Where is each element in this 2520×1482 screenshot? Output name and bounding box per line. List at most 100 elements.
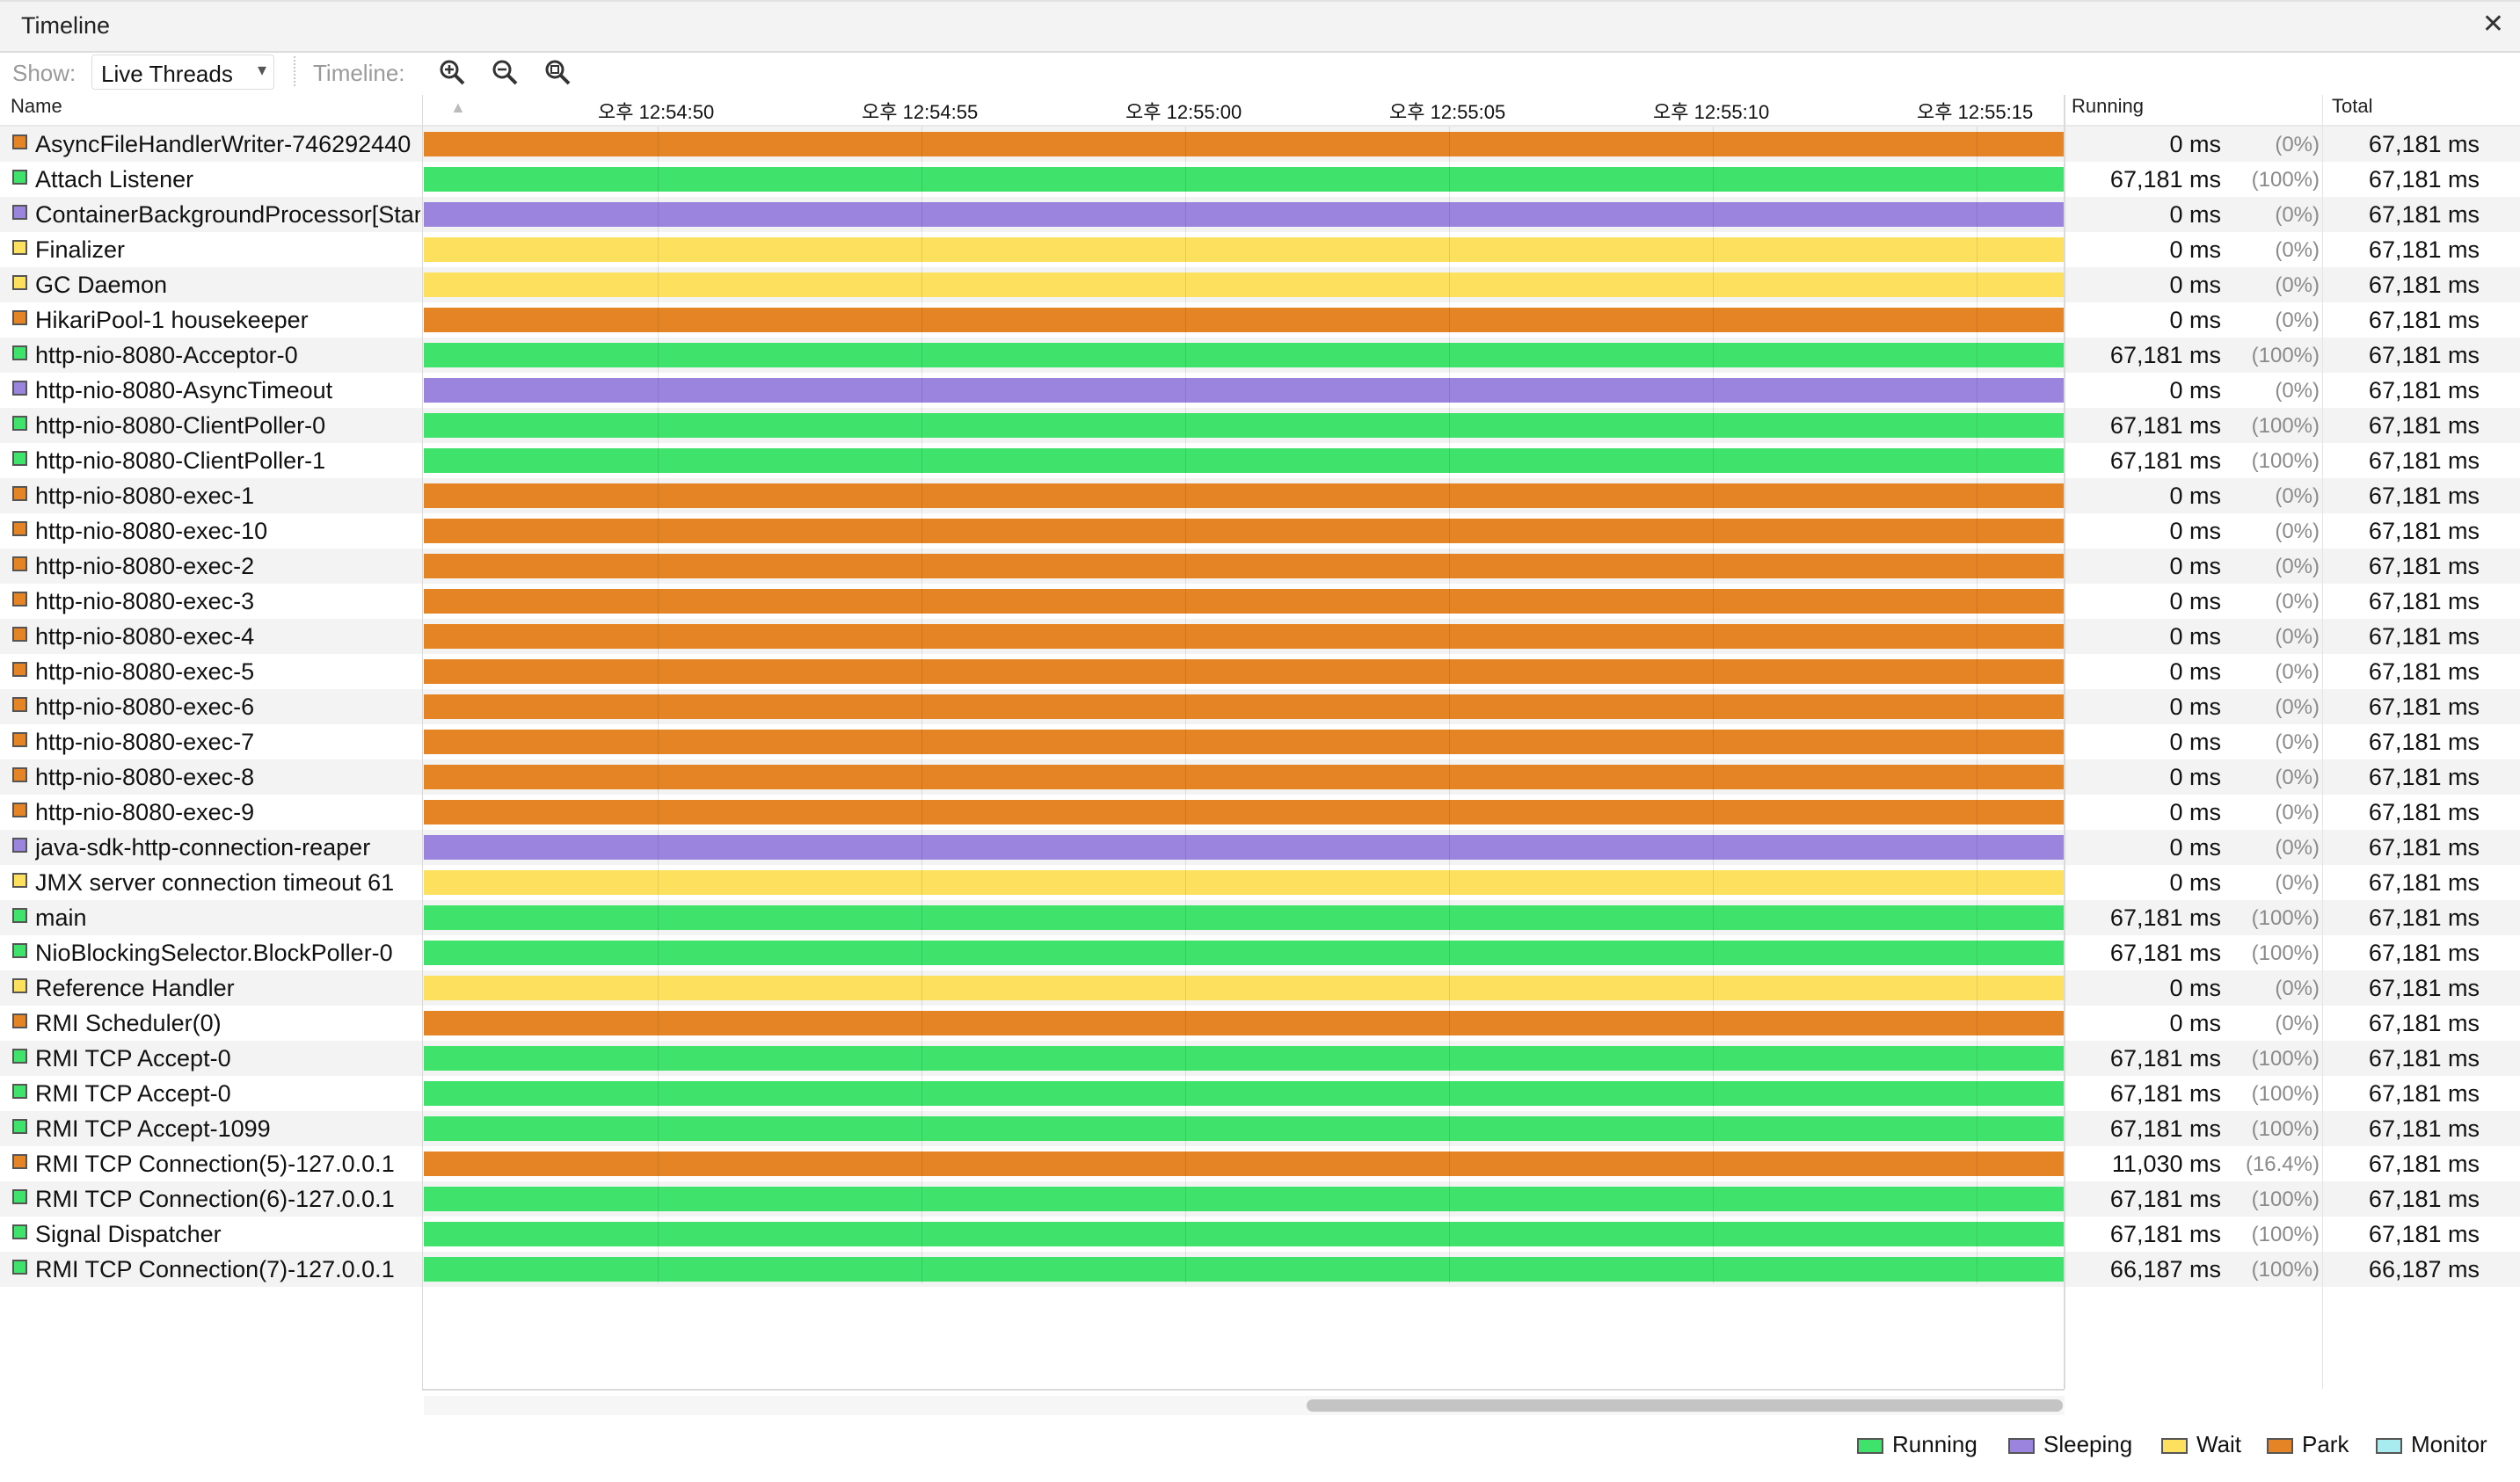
thread-state-swatch: [12, 627, 27, 642]
thread-total-time: 67,181 ms: [2368, 236, 2480, 263]
thread-running-percent: (0%): [2275, 660, 2320, 684]
column-header-total[interactable]: Total: [2332, 95, 2373, 117]
thread-running-percent: (100%): [2251, 1047, 2320, 1071]
thread-total-time: 67,181 ms: [2368, 834, 2480, 861]
thread-running-time: 0 ms: [2169, 236, 2221, 263]
thread-running-time: 66,187 ms: [2109, 1256, 2221, 1282]
thread-row[interactable]: http-nio-8080-exec-3 0 ms (0%) 67,181 ms: [0, 584, 2520, 619]
zoom-out-button[interactable]: [485, 54, 524, 90]
thread-row[interactable]: RMI TCP Accept-0 67,181 ms (100%) 67,181 ms: [0, 1076, 2520, 1111]
legend-swatch: [2161, 1438, 2188, 1454]
column-header-running[interactable]: Running: [2072, 95, 2144, 117]
thread-row[interactable]: http-nio-8080-AsyncTimeout 0 ms (0%) 67,181…: [0, 373, 2520, 408]
column-header-name[interactable]: Name: [11, 95, 62, 117]
timeline-scrollbar-thumb[interactable]: [1307, 1399, 2063, 1412]
thread-row[interactable]: http-nio-8080-ClientPoller-0 67,181 ms (10…: [0, 408, 2520, 443]
timeline-tick-label: 오후 12:54:50: [598, 101, 715, 123]
thread-name: http-nio-8080-Acceptor-0: [35, 342, 298, 368]
thread-row[interactable]: HikariPool-1 housekeeper 0 ms (0%) 67,181 m…: [0, 302, 2520, 338]
thread-name: RMI Scheduler(0): [35, 1010, 222, 1036]
thread-row[interactable]: RMI TCP Accept-1099 67,181 ms (100%) 67,181…: [0, 1111, 2520, 1146]
thread-name: http-nio-8080-exec-4: [35, 623, 255, 650]
thread-row[interactable]: RMI Scheduler(0) 0 ms (0%) 67,181 ms: [0, 1006, 2520, 1041]
thread-row[interactable]: http-nio-8080-exec-6 0 ms (0%) 67,181 ms: [0, 689, 2520, 724]
thread-name: RMI TCP Accept-0: [35, 1080, 231, 1107]
thread-state-swatch: [12, 345, 27, 360]
thread-running-time: 67,181 ms: [2109, 940, 2221, 966]
thread-running-time: 0 ms: [2169, 834, 2221, 861]
thread-running-percent: (0%): [2275, 203, 2320, 227]
thread-total-time: 67,181 ms: [2368, 1221, 2480, 1247]
thread-running-time: 67,181 ms: [2109, 342, 2221, 368]
thread-running-time: 0 ms: [2169, 729, 2221, 755]
thread-running-time: 0 ms: [2169, 1010, 2221, 1036]
thread-row[interactable]: Attach Listener 67,181 ms (100%) 67,181 ms: [0, 162, 2520, 197]
thread-row[interactable]: RMI TCP Connection(6)-127.0.0.1 67,181 ms…: [0, 1181, 2520, 1217]
thread-row[interactable]: Reference Handler 0 ms (0%) 67,181 ms: [0, 970, 2520, 1006]
thread-total-time: 67,181 ms: [2368, 764, 2480, 790]
thread-timeline-bar: [424, 730, 2065, 754]
thread-row[interactable]: http-nio-8080-Acceptor-0 67,181 ms (100%) 6…: [0, 338, 2520, 373]
thread-state-swatch: [12, 1013, 27, 1028]
thread-state-swatch: [12, 240, 27, 255]
thread-row[interactable]: ContainerBackgroundProcessor[StandardEng…: [0, 197, 2520, 232]
thread-state-swatch: [12, 521, 27, 536]
thread-table: AsyncFileHandlerWriter-746292440 0 ms (0%)…: [0, 127, 2520, 1287]
thread-row[interactable]: java-sdk-http-connection-reaper 0 ms (0%) 6…: [0, 830, 2520, 865]
thread-state-swatch: [12, 697, 27, 712]
thread-state-swatch: [12, 310, 27, 325]
timeline-tick-label: 오후 12:55:15: [1917, 101, 2034, 123]
zoom-in-button[interactable]: [433, 54, 471, 90]
thread-running-percent: (100%): [2251, 344, 2320, 367]
thread-row[interactable]: http-nio-8080-exec-1 0 ms (0%) 67,181 ms: [0, 478, 2520, 513]
thread-total-time: 66,187 ms: [2368, 1256, 2480, 1282]
thread-row[interactable]: RMI TCP Accept-0 67,181 ms (100%) 67,181 ms: [0, 1041, 2520, 1076]
thread-running-percent: (0%): [2275, 1012, 2320, 1035]
thread-timeline-bar: [424, 413, 2065, 438]
timeline-tick-label: 오후 12:55:10: [1653, 101, 1770, 123]
thread-timeline-bar: [424, 1116, 2065, 1141]
thread-name: http-nio-8080-ClientPoller-0: [35, 412, 326, 439]
thread-row[interactable]: NioBlockingSelector.BlockPoller-0 67,181 …: [0, 935, 2520, 970]
thread-timeline-bar: [424, 694, 2065, 719]
thread-row[interactable]: http-nio-8080-exec-10 0 ms (0%) 67,181 ms: [0, 513, 2520, 548]
thread-row[interactable]: RMI TCP Connection(5)-127.0.0.1 11,030 ms…: [0, 1146, 2520, 1181]
thread-row[interactable]: Finalizer 0 ms (0%) 67,181 ms: [0, 232, 2520, 267]
close-icon[interactable]: ✕: [2481, 10, 2504, 39]
thread-name: GC Daemon: [35, 272, 168, 298]
thread-row[interactable]: Signal Dispatcher 67,181 ms (100%) 67,181 m…: [0, 1217, 2520, 1252]
thread-row[interactable]: http-nio-8080-exec-5 0 ms (0%) 67,181 ms: [0, 654, 2520, 689]
thread-row[interactable]: main 67,181 ms (100%) 67,181 ms: [0, 900, 2520, 935]
show-label: Show:: [12, 60, 76, 86]
thread-row[interactable]: http-nio-8080-exec-2 0 ms (0%) 67,181 ms: [0, 548, 2520, 584]
thread-row[interactable]: GC Daemon 0 ms (0%) 67,181 ms: [0, 267, 2520, 302]
thread-timeline-bar: [424, 1046, 2065, 1071]
show-select[interactable]: Live Threads ▾: [91, 54, 274, 90]
thread-row[interactable]: RMI TCP Connection(7)-127.0.0.1 66,187 ms…: [0, 1252, 2520, 1287]
timeline-gridline: [1713, 127, 1714, 1283]
thread-row[interactable]: http-nio-8080-exec-9 0 ms (0%) 67,181 ms: [0, 795, 2520, 830]
thread-running-percent: (0%): [2275, 730, 2320, 754]
thread-total-time: 67,181 ms: [2368, 307, 2480, 333]
thread-row[interactable]: http-nio-8080-exec-7 0 ms (0%) 67,181 ms: [0, 724, 2520, 759]
thread-name: http-nio-8080-exec-8: [35, 764, 255, 790]
thread-timeline-bar: [424, 167, 2065, 192]
thread-total-time: 67,181 ms: [2368, 1151, 2480, 1177]
thread-timeline-bar: [424, 800, 2065, 825]
thread-total-time: 67,181 ms: [2368, 729, 2480, 755]
thread-running-percent: (100%): [2251, 1188, 2320, 1211]
thread-timeline-bar: [424, 1011, 2065, 1035]
thread-row[interactable]: JMX server connection timeout 61 0 ms (0%)…: [0, 865, 2520, 900]
zoom-fit-button[interactable]: [538, 54, 577, 90]
timeline-gridline: [1449, 127, 1450, 1283]
thread-row[interactable]: http-nio-8080-ClientPoller-1 67,181 ms (10…: [0, 443, 2520, 478]
thread-row[interactable]: AsyncFileHandlerWriter-746292440 0 ms (0%)…: [0, 127, 2520, 162]
thread-running-time: 67,181 ms: [2109, 447, 2221, 474]
thread-running-percent: (0%): [2275, 836, 2320, 860]
thread-total-time: 67,181 ms: [2368, 940, 2480, 966]
thread-row[interactable]: http-nio-8080-exec-8 0 ms (0%) 67,181 ms: [0, 759, 2520, 795]
thread-timeline-bar: [424, 343, 2065, 367]
thread-running-time: 67,181 ms: [2109, 1221, 2221, 1247]
thread-state-swatch: [12, 1189, 27, 1204]
thread-row[interactable]: http-nio-8080-exec-4 0 ms (0%) 67,181 ms: [0, 619, 2520, 654]
